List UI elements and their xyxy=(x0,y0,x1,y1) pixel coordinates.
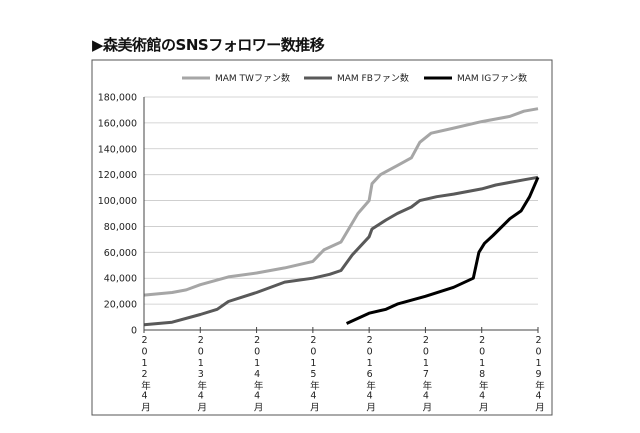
legend-label: MAM IGファン数 xyxy=(457,72,527,84)
y-tick-label: 120,000 xyxy=(98,170,137,181)
y-tick-label: 40,000 xyxy=(104,274,137,285)
y-tick-label: 140,000 xyxy=(98,144,137,155)
y-tick-label: 20,000 xyxy=(104,300,137,311)
legend-label: MAM TWファン数 xyxy=(215,72,290,84)
series-line xyxy=(143,175,539,327)
x-tick-label: 2016年4月 xyxy=(364,335,376,412)
x-tick-label: 2018年4月 xyxy=(476,335,488,412)
x-tick-label: 2013年4月 xyxy=(195,335,207,412)
chart-title: ▶森美術館のSNSフォロワー数推移 xyxy=(92,36,325,54)
x-tick-label: 2012年4月 xyxy=(139,335,150,412)
y-tick-label: 80,000 xyxy=(104,222,137,233)
y-tick-label: 180,000 xyxy=(98,93,137,104)
y-tick-label: 60,000 xyxy=(104,248,137,259)
series-line xyxy=(143,107,539,297)
legend-label: MAM FBファン数 xyxy=(337,72,409,84)
series-line xyxy=(345,176,540,325)
x-tick-label: 2017年4月 xyxy=(420,335,432,412)
y-tick-label: 0 xyxy=(131,326,137,337)
y-tick-label: 160,000 xyxy=(98,118,137,129)
x-tick-label: 2019年4月 xyxy=(533,335,544,412)
x-tick-label: 2015年4月 xyxy=(307,335,319,412)
y-tick-label: 100,000 xyxy=(98,196,137,207)
x-tick-label: 2014年4月 xyxy=(251,335,263,412)
chart-frame xyxy=(91,59,553,416)
